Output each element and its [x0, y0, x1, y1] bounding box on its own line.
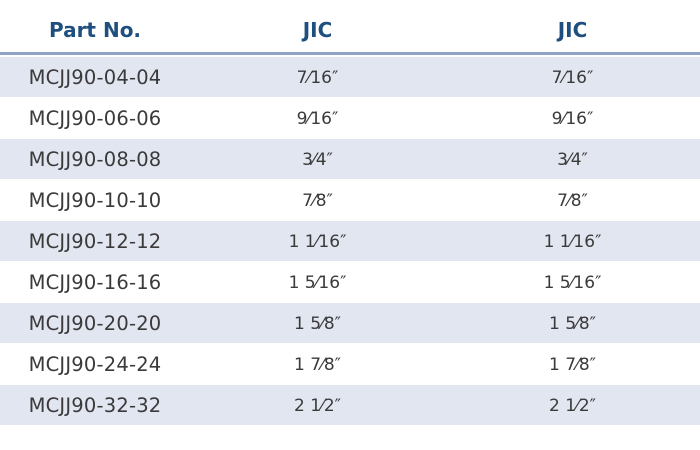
table-row: MCJJ90-24-24 1 7⁄8″ 1 7⁄8″ [0, 344, 700, 385]
cell-jic-2: 1 1⁄16″ [543, 232, 602, 252]
cell-jic-2: 9⁄16″ [551, 109, 594, 129]
cell-jic-2: 1 5⁄8″ [548, 314, 597, 334]
table-header-row: Part No. JIC JIC [0, 0, 700, 55]
table-row: MCJJ90-16-16 1 5⁄16″ 1 5⁄16″ [0, 262, 700, 303]
cell-jic-1: 7⁄16″ [296, 68, 339, 88]
cell-jic-1: 2 1⁄2″ [293, 396, 342, 416]
cell-part-no: MCJJ90-12-12 [28, 230, 162, 253]
table-row: MCJJ90-10-10 7⁄8″ 7⁄8″ [0, 180, 700, 221]
cell-jic-1: 1 5⁄16″ [288, 273, 347, 293]
table-row: MCJJ90-12-12 1 1⁄16″ 1 1⁄16″ [0, 221, 700, 262]
table-row: MCJJ90-20-20 1 5⁄8″ 1 5⁄8″ [0, 303, 700, 344]
cell-jic-2: 3⁄4″ [557, 150, 588, 170]
cell-jic-2: 1 5⁄16″ [543, 273, 602, 293]
header-jic-2: JIC [557, 18, 588, 42]
cell-jic-1: 7⁄8″ [302, 191, 333, 211]
cell-part-no: MCJJ90-04-04 [28, 66, 162, 89]
cell-jic-1: 1 7⁄8″ [293, 355, 342, 375]
cell-jic-1: 1 5⁄8″ [293, 314, 342, 334]
cell-jic-2: 7⁄16″ [551, 68, 594, 88]
cell-jic-1: 1 1⁄16″ [288, 232, 347, 252]
table-row: MCJJ90-04-04 7⁄16″ 7⁄16″ [0, 57, 700, 98]
cell-part-no: MCJJ90-32-32 [28, 394, 162, 417]
cell-part-no: MCJJ90-06-06 [28, 107, 162, 130]
cell-part-no: MCJJ90-20-20 [28, 312, 162, 335]
cell-jic-2: 1 7⁄8″ [548, 355, 597, 375]
cell-part-no: MCJJ90-10-10 [28, 189, 162, 212]
table-row: MCJJ90-32-32 2 1⁄2″ 2 1⁄2″ [0, 385, 700, 426]
cell-part-no: MCJJ90-24-24 [28, 353, 162, 376]
table-row: MCJJ90-06-06 9⁄16″ 9⁄16″ [0, 98, 700, 139]
cell-jic-2: 2 1⁄2″ [548, 396, 597, 416]
cell-part-no: MCJJ90-16-16 [28, 271, 162, 294]
table-row: MCJJ90-08-08 3⁄4″ 3⁄4″ [0, 139, 700, 180]
header-part-no: Part No. [48, 18, 142, 42]
cell-part-no: MCJJ90-08-08 [28, 148, 162, 171]
header-jic-1: JIC [302, 18, 333, 42]
cell-jic-1: 9⁄16″ [296, 109, 339, 129]
cell-jic-1: 3⁄4″ [302, 150, 333, 170]
cell-jic-2: 7⁄8″ [557, 191, 588, 211]
